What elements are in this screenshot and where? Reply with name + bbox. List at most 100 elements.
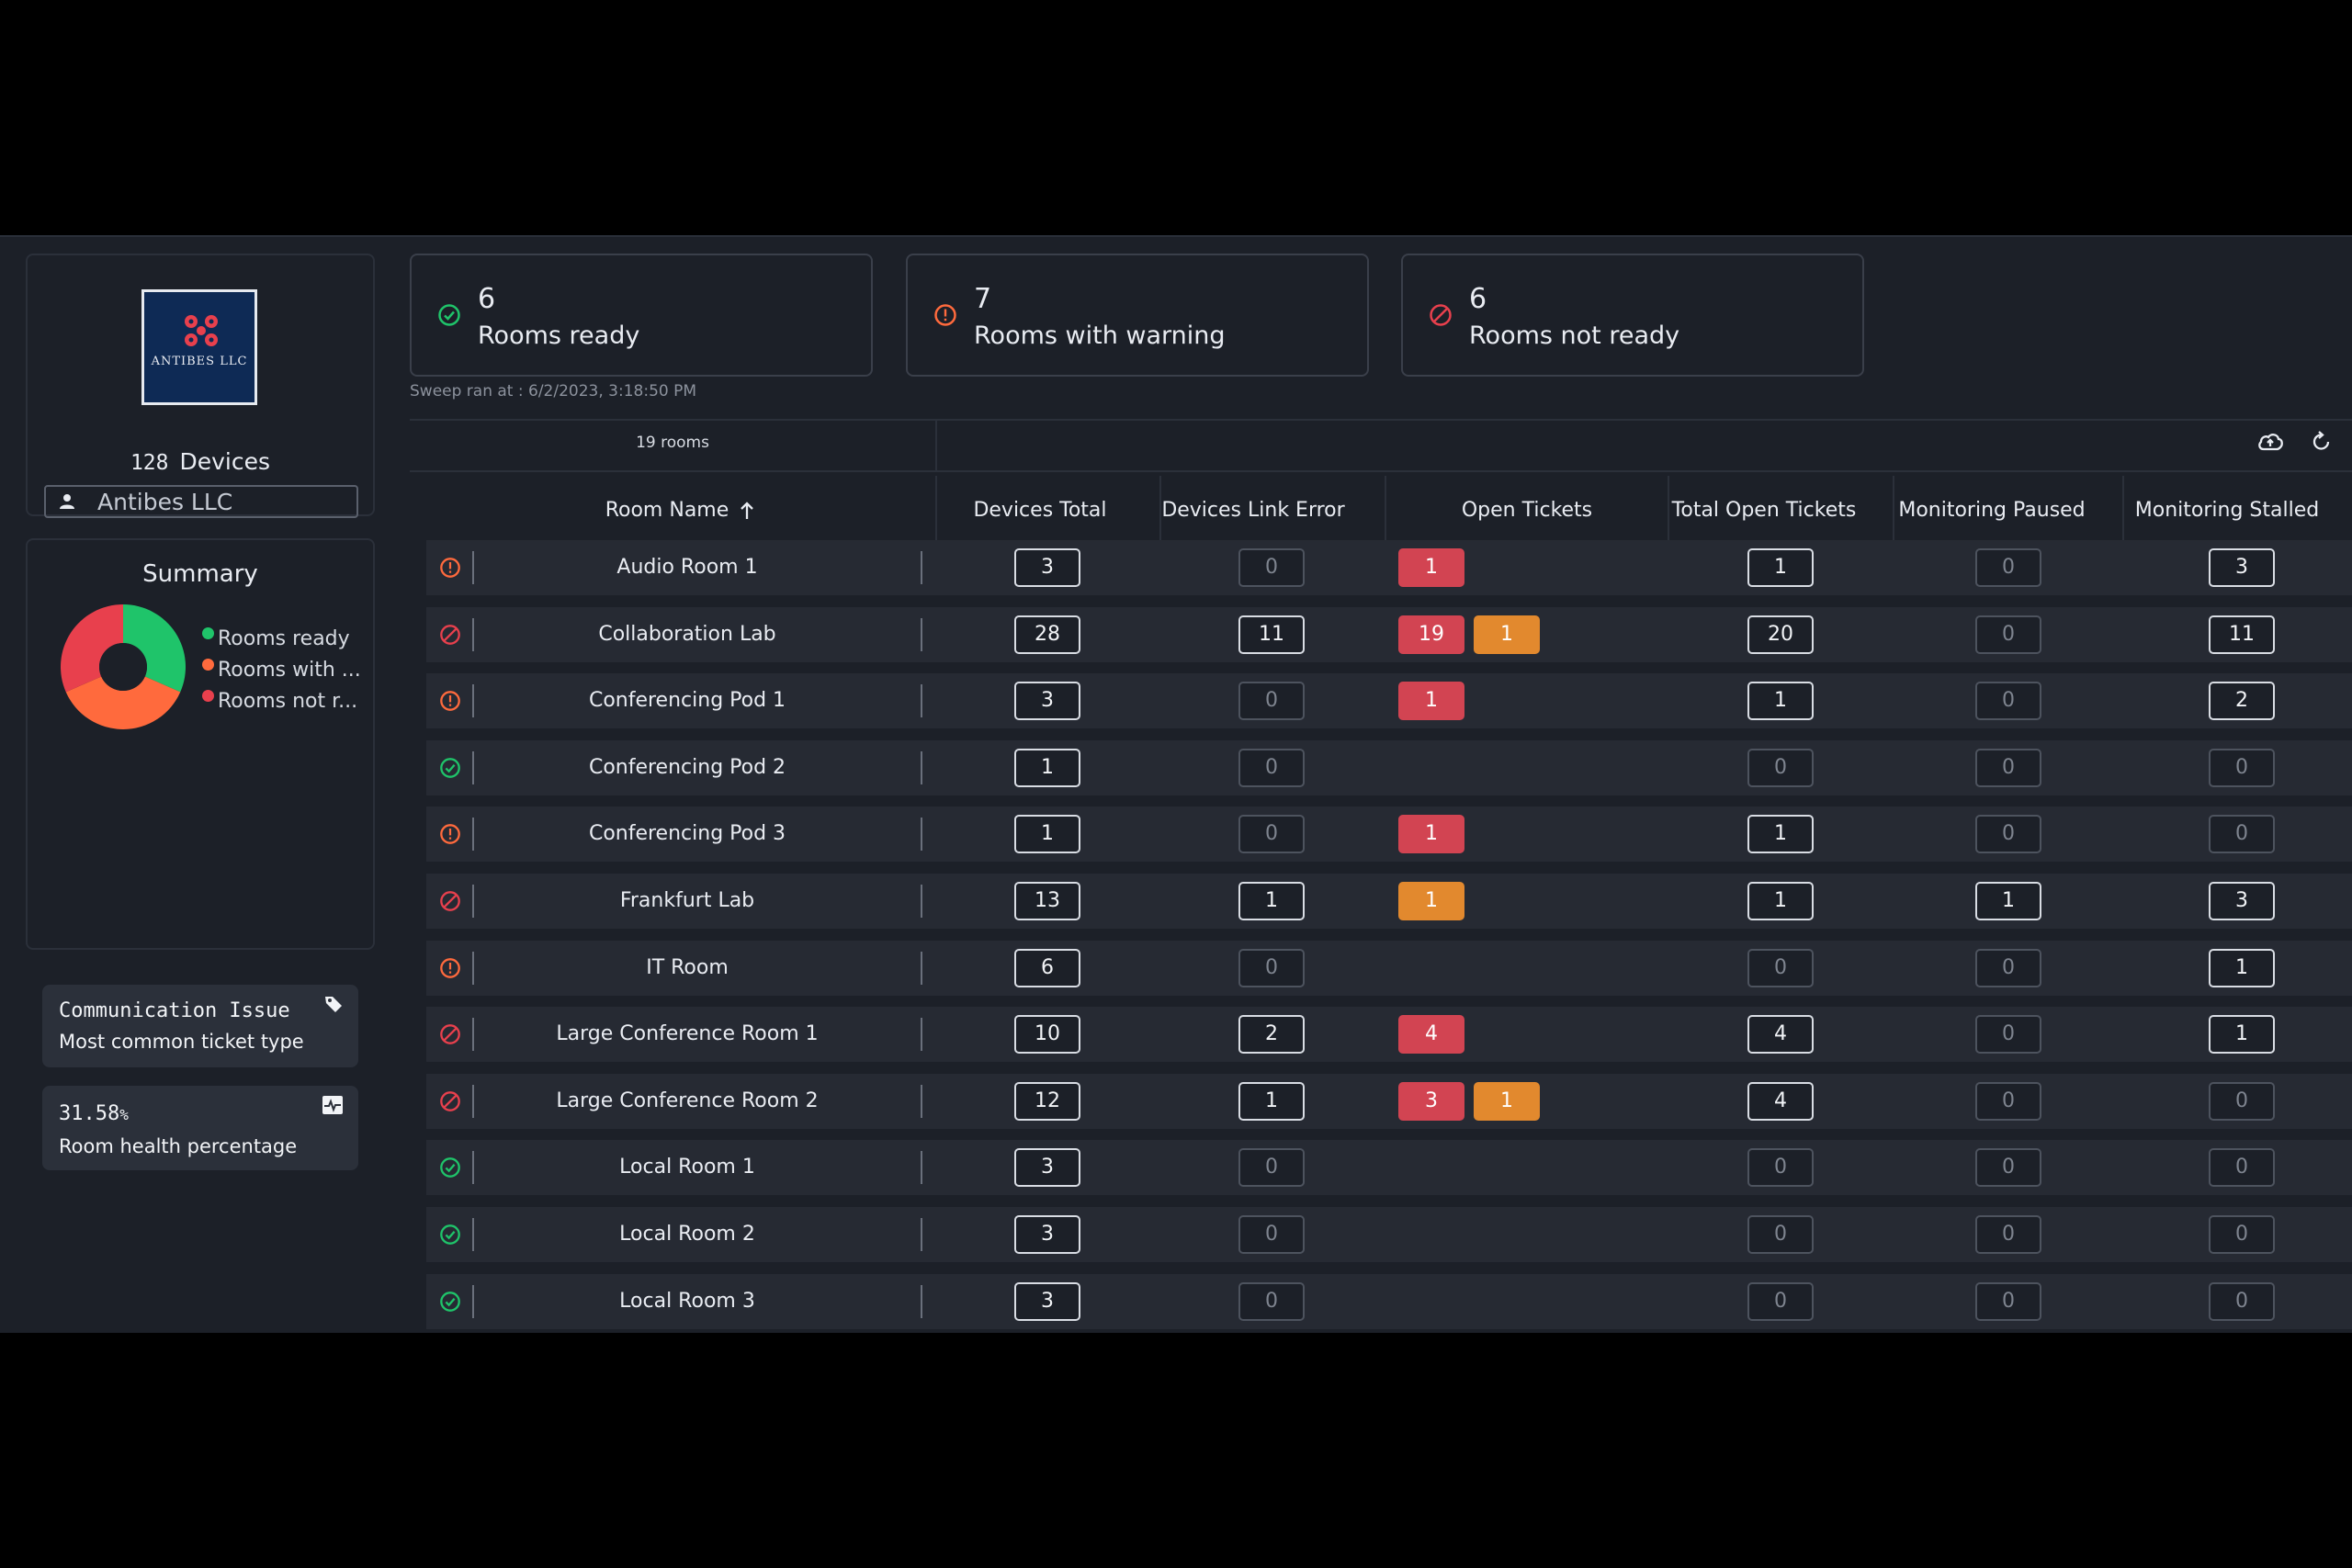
total-open-tickets-value[interactable]: 0 (1747, 1215, 1814, 1254)
monitoring-paused-value[interactable]: 0 (1975, 615, 2041, 654)
devices-total-value[interactable]: 3 (1014, 1281, 1080, 1321)
devices-link-error-value[interactable]: 0 (1238, 948, 1305, 987)
open-ticket-badge-critical[interactable]: 4 (1398, 1015, 1464, 1055)
total-open-tickets-value[interactable]: 0 (1747, 1148, 1814, 1188)
table-row[interactable]: Large Conference Room 2 12 1 3 1 4 0 0 (426, 1073, 2352, 1129)
devices-total-value[interactable]: 6 (1014, 948, 1080, 987)
table-row[interactable]: Large Conference Room 1 10 2 4 4 0 1 (426, 1007, 2352, 1063)
column-header-devices-total[interactable]: Devices Total (973, 499, 1107, 522)
devices-link-error-value[interactable]: 1 (1238, 882, 1305, 920)
room-name[interactable]: Collaboration Lab (598, 622, 776, 646)
devices-total-value[interactable]: 13 (1014, 882, 1080, 920)
room-name[interactable]: Conferencing Pod 2 (588, 755, 786, 779)
open-ticket-badge-critical[interactable]: 19 (1398, 615, 1464, 654)
devices-link-error-value[interactable]: 0 (1238, 815, 1305, 854)
stat-card-rooms-not-ready[interactable]: 6 Rooms not ready (1401, 254, 1864, 377)
table-row[interactable]: Audio Room 1 3 0 1 1 0 3 (426, 540, 2352, 595)
monitoring-stalled-value[interactable]: 3 (2209, 882, 2275, 920)
devices-link-error-value[interactable]: 2 (1238, 1015, 1305, 1055)
monitoring-paused-value[interactable]: 1 (1975, 882, 2041, 920)
monitoring-paused-value[interactable]: 0 (1975, 682, 2041, 721)
devices-total-value[interactable]: 28 (1014, 615, 1080, 654)
devices-link-error-value[interactable]: 0 (1238, 548, 1305, 587)
table-row[interactable]: Local Room 3 3 0 0 0 0 (426, 1273, 2352, 1329)
stat-card-rooms-ready[interactable]: 6 Rooms ready (410, 254, 873, 377)
organization-selector[interactable]: Antibes LLC (44, 485, 358, 518)
open-ticket-badge-warning[interactable]: 1 (1474, 615, 1540, 654)
monitoring-paused-value[interactable]: 0 (1975, 748, 2041, 787)
devices-total-value[interactable]: 10 (1014, 1015, 1080, 1055)
room-name[interactable]: Local Room 1 (619, 1156, 755, 1179)
devices-link-error-value[interactable]: 0 (1238, 682, 1305, 721)
total-open-tickets-value[interactable]: 4 (1747, 1015, 1814, 1055)
monitoring-stalled-value[interactable]: 11 (2209, 615, 2275, 654)
monitoring-stalled-value[interactable]: 0 (2209, 748, 2275, 787)
devices-total-value[interactable]: 3 (1014, 1148, 1080, 1188)
devices-total-value[interactable]: 3 (1014, 682, 1080, 721)
total-open-tickets-value[interactable]: 0 (1747, 1281, 1814, 1321)
devices-total-value[interactable]: 3 (1014, 548, 1080, 587)
room-name[interactable]: Local Room 3 (619, 1289, 755, 1313)
monitoring-paused-value[interactable]: 0 (1975, 548, 2041, 587)
table-row[interactable]: IT Room 6 0 0 0 1 (426, 940, 2352, 996)
column-header-room-name[interactable]: Room Name (426, 472, 935, 549)
room-name[interactable]: Large Conference Room 1 (556, 1022, 819, 1046)
monitoring-paused-value[interactable]: 0 (1975, 1081, 2041, 1121)
column-header-monitoring-paused[interactable]: Monitoring Paused (1898, 499, 2086, 522)
total-open-tickets-value[interactable]: 1 (1747, 882, 1814, 920)
open-ticket-badge-warning[interactable]: 1 (1474, 1081, 1540, 1121)
cloud-upload-icon[interactable] (2256, 430, 2284, 457)
total-open-tickets-value[interactable]: 0 (1747, 748, 1814, 787)
total-open-tickets-value[interactable]: 0 (1747, 948, 1814, 987)
monitoring-stalled-value[interactable]: 0 (2209, 1148, 2275, 1188)
devices-total-value[interactable]: 3 (1014, 1215, 1080, 1254)
monitoring-paused-value[interactable]: 0 (1975, 1281, 2041, 1321)
total-open-tickets-value[interactable]: 1 (1747, 682, 1814, 721)
devices-link-error-value[interactable]: 0 (1238, 1148, 1305, 1188)
column-header-total-open-tickets[interactable]: Total Open Tickets (1671, 499, 1857, 522)
devices-total-value[interactable]: 1 (1014, 748, 1080, 787)
monitoring-paused-value[interactable]: 0 (1975, 1148, 2041, 1188)
arrow-up-icon[interactable] (738, 501, 756, 521)
open-ticket-badge-warning[interactable]: 1 (1398, 882, 1464, 920)
total-open-tickets-value[interactable]: 1 (1747, 815, 1814, 854)
monitoring-stalled-value[interactable]: 1 (2209, 1015, 2275, 1055)
pie-slice-not-ready[interactable] (61, 604, 123, 693)
devices-link-error-value[interactable]: 0 (1238, 1215, 1305, 1254)
table-row[interactable]: Local Room 2 3 0 0 0 0 (426, 1207, 2352, 1262)
open-ticket-badge-critical[interactable]: 1 (1398, 682, 1464, 721)
room-name[interactable]: Audio Room 1 (616, 556, 758, 579)
room-name[interactable]: IT Room (646, 955, 729, 979)
room-name[interactable]: Local Room 2 (619, 1223, 755, 1246)
devices-link-error-value[interactable]: 0 (1238, 1281, 1305, 1321)
total-open-tickets-value[interactable]: 1 (1747, 548, 1814, 587)
stat-card-rooms-warning[interactable]: 7 Rooms with warning (906, 254, 1369, 377)
total-open-tickets-value[interactable]: 4 (1747, 1081, 1814, 1121)
devices-link-error-value[interactable]: 0 (1238, 748, 1305, 787)
table-row[interactable]: Conferencing Pod 2 1 0 0 0 0 (426, 739, 2352, 795)
devices-total-value[interactable]: 1 (1014, 815, 1080, 854)
devices-link-error-value[interactable]: 11 (1238, 615, 1305, 654)
monitoring-paused-value[interactable]: 0 (1975, 815, 2041, 854)
room-name[interactable]: Conferencing Pod 1 (588, 689, 786, 713)
monitoring-stalled-value[interactable]: 1 (2209, 948, 2275, 987)
refresh-icon[interactable] (2310, 430, 2334, 457)
table-row[interactable]: Collaboration Lab 28 11 19 1 20 0 11 (426, 606, 2352, 662)
open-ticket-badge-critical[interactable]: 3 (1398, 1081, 1464, 1121)
open-ticket-badge-critical[interactable]: 1 (1398, 815, 1464, 854)
room-name[interactable]: Large Conference Room 2 (556, 1089, 819, 1112)
monitoring-stalled-value[interactable]: 0 (2209, 1081, 2275, 1121)
total-open-tickets-value[interactable]: 20 (1747, 615, 1814, 654)
monitoring-stalled-value[interactable]: 2 (2209, 682, 2275, 721)
room-name[interactable]: Frankfurt Lab (619, 889, 755, 912)
table-row[interactable]: Conferencing Pod 1 3 0 1 1 0 2 (426, 673, 2352, 729)
monitoring-stalled-value[interactable]: 0 (2209, 1215, 2275, 1254)
table-row[interactable]: Frankfurt Lab 13 1 1 1 1 3 (426, 874, 2352, 929)
column-header-open-tickets[interactable]: Open Tickets (1461, 499, 1593, 522)
open-ticket-badge-critical[interactable]: 1 (1398, 548, 1464, 587)
room-name[interactable]: Conferencing Pod 3 (588, 822, 786, 846)
monitoring-stalled-value[interactable]: 0 (2209, 815, 2275, 854)
column-header-devices-link-error[interactable]: Devices Link Error (1161, 499, 1345, 522)
monitoring-stalled-value[interactable]: 0 (2209, 1281, 2275, 1321)
devices-link-error-value[interactable]: 1 (1238, 1081, 1305, 1121)
